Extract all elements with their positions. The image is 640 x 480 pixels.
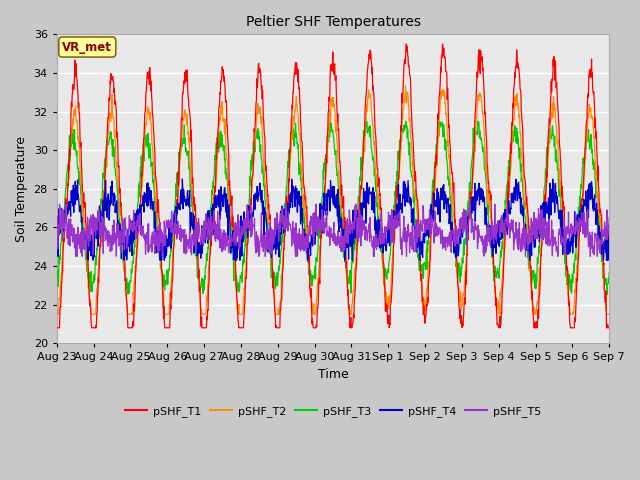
pSHF_T2 xyxy=(53,312,61,317)
pSHF_T1 xyxy=(53,325,61,331)
pSHF_T3 xyxy=(176,156,184,162)
pSHF_T3 xyxy=(492,264,499,269)
pSHF_T5 xyxy=(238,232,246,238)
pSHF_T2 xyxy=(419,295,427,301)
pSHF_T4 xyxy=(84,257,92,263)
pSHF_T3 xyxy=(237,274,245,280)
pSHF_T3 xyxy=(53,264,61,270)
pSHF_T3 xyxy=(163,280,170,286)
pSHF_T4 xyxy=(163,250,170,255)
pSHF_T4 xyxy=(540,208,548,214)
pSHF_T4 xyxy=(179,176,186,182)
pSHF_T4 xyxy=(53,239,61,245)
pSHF_T5 xyxy=(56,201,63,207)
pSHF_T4 xyxy=(492,246,499,252)
Line: pSHF_T3: pSHF_T3 xyxy=(57,121,609,295)
pSHF_T1 xyxy=(419,305,427,311)
pSHF_T1 xyxy=(540,199,548,205)
Text: VR_met: VR_met xyxy=(62,40,112,53)
pSHF_T5 xyxy=(540,217,548,223)
pSHF_T2 xyxy=(163,312,170,317)
pSHF_T5 xyxy=(53,217,61,223)
X-axis label: Time: Time xyxy=(317,368,348,381)
pSHF_T2 xyxy=(401,83,409,89)
pSHF_T3 xyxy=(603,292,611,298)
Line: pSHF_T1: pSHF_T1 xyxy=(57,44,609,328)
Line: pSHF_T5: pSHF_T5 xyxy=(57,204,609,256)
pSHF_T2 xyxy=(176,159,184,165)
pSHF_T5 xyxy=(492,232,499,238)
Y-axis label: Soil Temperature: Soil Temperature xyxy=(15,136,28,242)
pSHF_T1 xyxy=(492,285,499,290)
Legend: pSHF_T1, pSHF_T2, pSHF_T3, pSHF_T4, pSHF_T5: pSHF_T1, pSHF_T2, pSHF_T3, pSHF_T4, pSHF… xyxy=(120,401,545,421)
pSHF_T1 xyxy=(237,325,245,331)
pSHF_T1 xyxy=(176,152,184,157)
pSHF_T2 xyxy=(605,312,613,317)
pSHF_T1 xyxy=(605,325,613,331)
pSHF_T3 xyxy=(540,188,548,194)
pSHF_T3 xyxy=(605,270,613,276)
pSHF_T3 xyxy=(326,119,334,124)
pSHF_T5 xyxy=(605,215,613,220)
Title: Peltier SHF Temperatures: Peltier SHF Temperatures xyxy=(246,15,420,29)
pSHF_T2 xyxy=(492,283,499,289)
pSHF_T1 xyxy=(403,41,410,47)
pSHF_T5 xyxy=(177,222,184,228)
Line: pSHF_T2: pSHF_T2 xyxy=(57,86,609,314)
pSHF_T5 xyxy=(163,219,171,225)
pSHF_T4 xyxy=(420,230,428,236)
pSHF_T1 xyxy=(163,325,170,331)
pSHF_T2 xyxy=(237,312,245,317)
pSHF_T4 xyxy=(605,237,613,243)
pSHF_T3 xyxy=(419,267,427,273)
pSHF_T2 xyxy=(540,212,548,217)
pSHF_T5 xyxy=(72,253,79,259)
Line: pSHF_T4: pSHF_T4 xyxy=(57,179,609,260)
pSHF_T4 xyxy=(238,218,246,224)
pSHF_T4 xyxy=(176,207,184,213)
pSHF_T5 xyxy=(420,209,428,215)
